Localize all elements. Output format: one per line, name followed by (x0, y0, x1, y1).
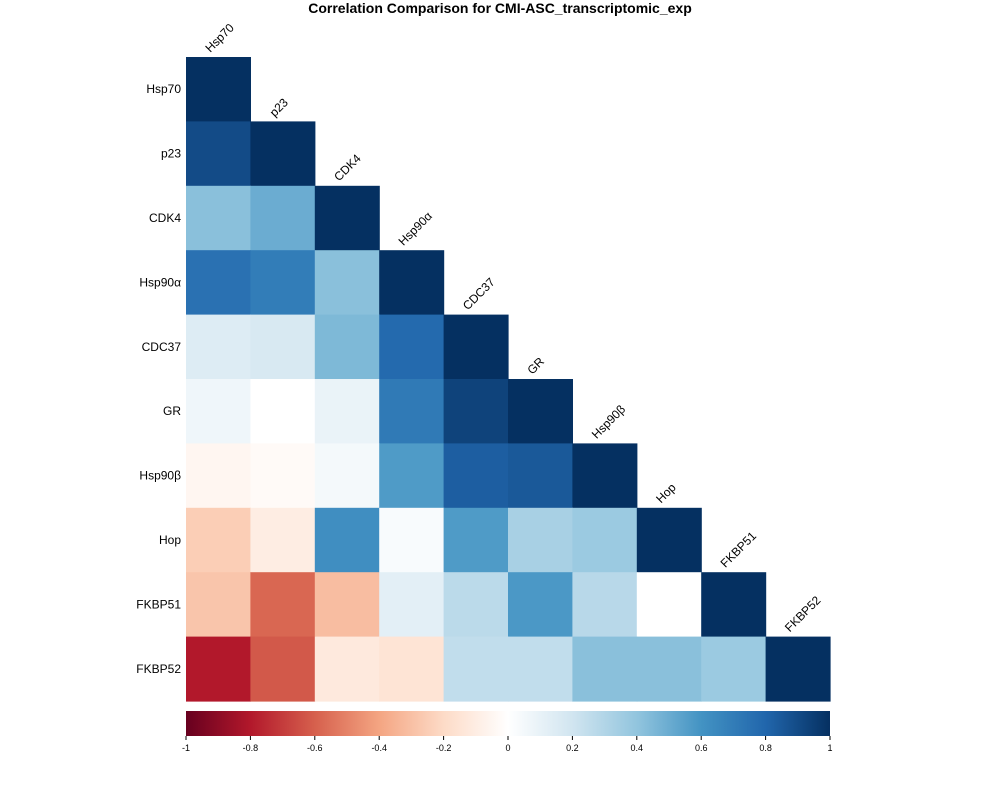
colorbar-tick-label: 1 (827, 743, 832, 753)
colorbar-tick-label: -0.6 (307, 743, 323, 753)
row-label: Hsp90α (139, 275, 181, 289)
row-label: CDC37 (142, 340, 182, 354)
colorbar-tick-label: -0.4 (371, 743, 387, 753)
column-label: Hsp90β (589, 402, 628, 441)
column-label: CDK4 (331, 151, 364, 184)
heatmap-cell-6-3 (379, 443, 445, 509)
heatmap-cell-7-1 (250, 507, 316, 573)
heatmap-cell-3-0 (186, 250, 251, 316)
heatmap-cell-7-3 (379, 507, 445, 573)
heatmap-cell-9-6 (572, 636, 638, 702)
heatmap-cell-2-1 (250, 185, 316, 251)
heatmap-cell-8-5 (508, 572, 573, 638)
heatmap-cell-8-4 (443, 572, 509, 638)
heatmap-cell-4-1 (250, 314, 316, 380)
column-label: Hsp90α (396, 209, 435, 248)
heatmap-cell-4-0 (186, 314, 251, 380)
row-label: FKBP52 (136, 662, 181, 676)
colorbar-tick-label: 0.2 (566, 743, 579, 753)
heatmap-cell-9-1 (250, 636, 316, 702)
heatmap-cell-6-1 (250, 443, 316, 509)
column-label: Hop (653, 480, 679, 506)
heatmap-cell-2-0 (186, 185, 251, 251)
row-label: Hop (159, 533, 181, 547)
heatmap-cell-8-2 (314, 572, 380, 638)
heatmap-cell-5-5 (508, 379, 573, 444)
heatmap-cell-8-3 (379, 572, 445, 638)
heatmap-cell-9-3 (379, 636, 445, 702)
heatmap-cell-9-0 (186, 636, 251, 702)
heatmap-cell-2-2 (314, 185, 380, 251)
colorbar-tick-label: 0.4 (631, 743, 644, 753)
heatmap-cell-8-0 (186, 572, 251, 638)
row-label: CDK4 (149, 211, 181, 225)
heatmap-cell-5-1 (250, 379, 316, 444)
heatmap-cell-8-6 (572, 572, 638, 638)
heatmap-cell-6-6 (572, 443, 638, 509)
heatmap-cell-5-4 (443, 379, 509, 444)
heatmap-cell-8-8 (701, 572, 767, 638)
colorbar-tick-label: 0.8 (759, 743, 772, 753)
heatmap-cell-3-3 (379, 250, 445, 316)
heatmap-cell-8-1 (250, 572, 316, 638)
colorbar-tick-label: 0.6 (695, 743, 708, 753)
column-label: Hsp70 (202, 20, 237, 55)
row-label: GR (163, 404, 181, 418)
heatmap-cell-3-2 (314, 250, 380, 316)
heatmap-cell-6-5 (508, 443, 573, 509)
row-labels: Hsp70 p23 CDK4 Hsp90α CDC37 GR Hsp90β Hop FKBP51… (136, 82, 181, 676)
heatmap-cell-7-5 (508, 507, 573, 573)
column-label: GR (524, 354, 547, 377)
heatmap-cell-7-0 (186, 507, 251, 573)
row-label: Hsp70 (146, 82, 181, 96)
heatmap-cell-9-2 (314, 636, 380, 702)
row-label: FKBP51 (136, 597, 181, 611)
colorbar-tick-label: -0.2 (436, 743, 452, 753)
column-label: FKBP52 (782, 593, 824, 635)
heatmap-cell-4-3 (379, 314, 445, 380)
colorbar-tick-label: -0.8 (243, 743, 259, 753)
heatmap-cell-7-4 (443, 507, 509, 573)
heatmap-cell-5-0 (186, 379, 251, 444)
row-label: p23 (161, 147, 181, 161)
heatmap-cell-9-9 (765, 636, 831, 702)
row-label: Hsp90β (139, 469, 181, 483)
heatmap-cells (186, 57, 831, 702)
heatmap-cell-6-0 (186, 443, 251, 509)
heatmap-cell-7-2 (314, 507, 380, 573)
heatmap-cell-1-1 (250, 121, 316, 187)
heatmap-cell-4-2 (314, 314, 380, 380)
heatmap-cell-1-0 (186, 121, 251, 187)
heatmap-cell-6-2 (314, 443, 380, 509)
heatmap-cell-5-2 (314, 379, 380, 444)
heatmap-cell-3-1 (250, 250, 316, 316)
heatmap-cell-9-7 (636, 636, 702, 702)
heatmap-cell-6-4 (443, 443, 509, 509)
heatmap-cell-7-7 (636, 507, 702, 573)
colorbar (186, 711, 830, 736)
heatmap-cell-5-3 (379, 379, 445, 444)
heatmap-cell-8-7 (636, 572, 702, 638)
colorbar-ticks: -1 -0.8 -0.6 -0.4 -0.2 0 0.2 0.4 0.6 0.8 1 (182, 736, 833, 753)
colorbar-tick-label: 0 (505, 743, 510, 753)
heatmap-cell-4-4 (443, 314, 509, 380)
column-label: p23 (267, 95, 291, 119)
heatmap-cell-0-0 (186, 57, 251, 122)
chart-title: Correlation Comparison for CMI-ASC_trans… (308, 0, 692, 16)
heatmap-cell-7-6 (572, 507, 638, 573)
column-label: CDC37 (460, 275, 498, 313)
heatmap-cell-9-8 (701, 636, 767, 702)
colorbar-tick-label: -1 (182, 743, 190, 753)
heatmap-cell-9-4 (443, 636, 509, 702)
heatmap-cell-9-5 (508, 636, 573, 702)
column-label: FKBP51 (718, 529, 760, 571)
